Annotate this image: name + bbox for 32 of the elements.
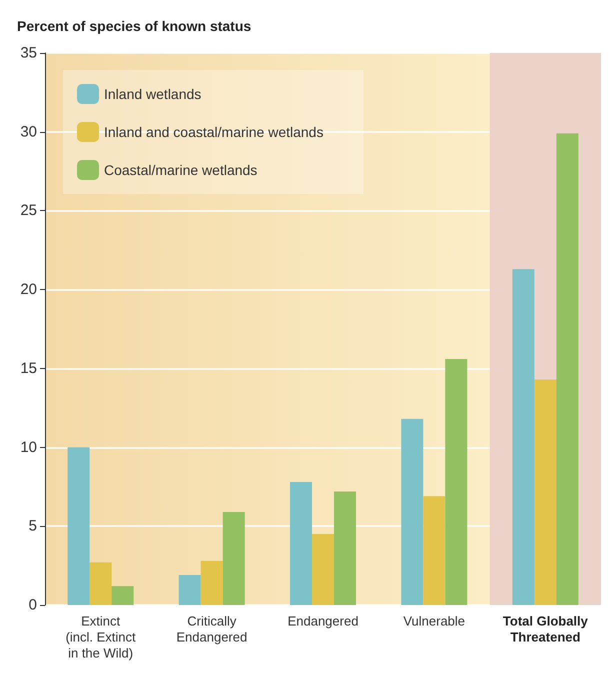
x-tick-label: Endangered [288,614,358,628]
y-tick-label: 20 [20,281,37,298]
bar [423,496,446,605]
y-tick-label: 15 [20,360,37,377]
bar [401,418,424,605]
bar [200,560,223,605]
y-tick-label: 5 [28,518,37,535]
bar [290,482,312,605]
y-tick-label: 35 [20,44,37,62]
chart-title: Percent of species of known status [17,18,252,34]
bar [178,575,201,605]
bar [112,586,134,605]
bar [334,491,356,605]
y-tick-label: 30 [20,123,37,140]
y-tick-label: 10 [20,438,37,456]
y-tick-label: 25 [20,202,37,220]
x-tick-label: Critically Endangered [176,614,248,644]
y-tick-label: 0 [28,596,37,614]
bar [90,562,112,605]
bar [556,133,578,605]
legend-label: Coastal/marine wetlands [104,162,258,178]
x-tick-label: Total Globally Threatened [502,614,589,644]
bar [445,358,468,605]
x-tick-label: Vulnerable [403,614,466,628]
bar [222,512,245,605]
x-tick-label: Extinct (incl. Extinct in the Wild) [66,614,136,660]
bar [312,534,334,605]
legend-label: Inland and coastal/marine wetlands [104,124,324,140]
bar [534,379,556,605]
legend-label: Inland wetlands [104,86,202,102]
bar [68,447,90,605]
bar [512,269,534,605]
